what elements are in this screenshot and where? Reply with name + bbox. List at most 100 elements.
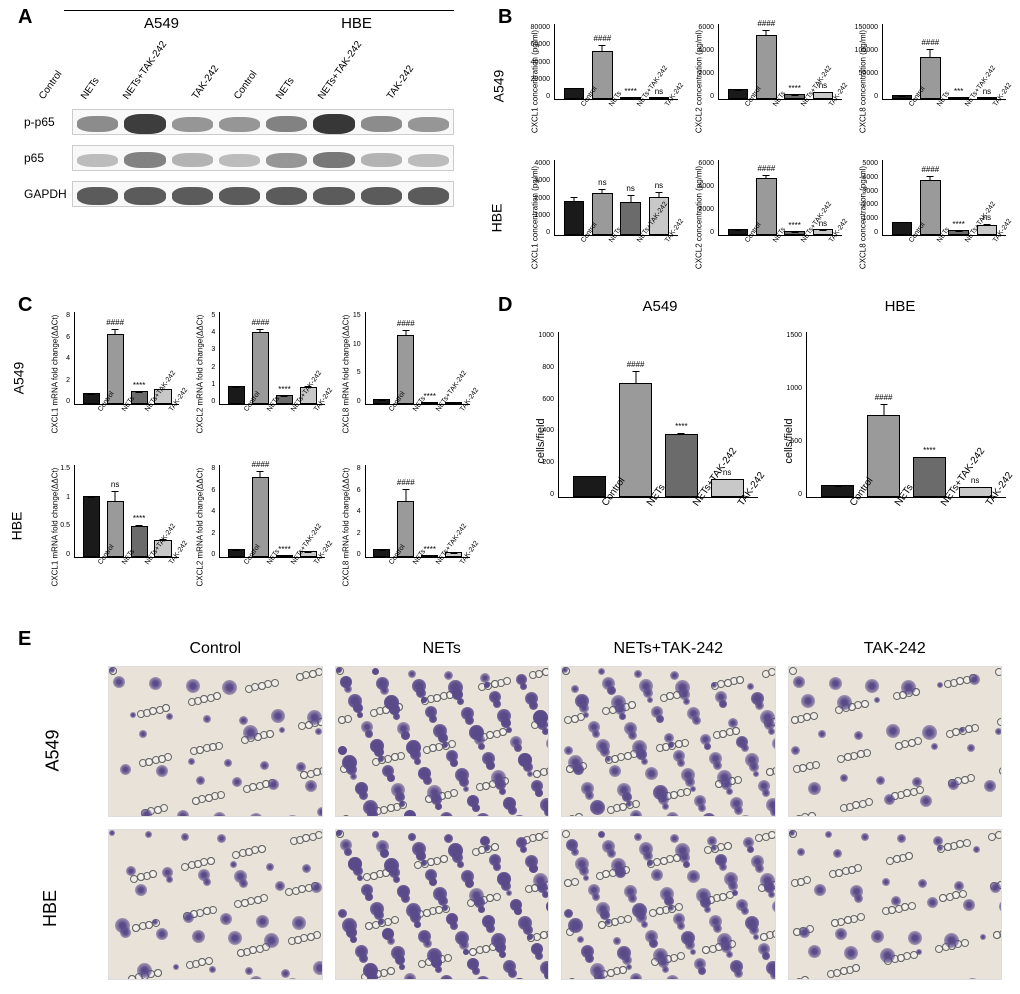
chart-plot-area: ####***ns xyxy=(882,24,1006,100)
x-tick-labels: ControlNETsNETs+TAK-242TAK-242 xyxy=(219,562,324,569)
stained-cell xyxy=(544,807,549,817)
stained-cell xyxy=(762,952,770,960)
bar xyxy=(728,89,748,99)
chart-plot-area: nsnsns xyxy=(554,160,678,236)
stained-cell xyxy=(120,764,131,775)
bar xyxy=(228,549,245,557)
chart-plot-area: ####****ns xyxy=(554,24,678,100)
stained-cell xyxy=(719,700,727,708)
stained-cell xyxy=(571,848,579,856)
stained-cell xyxy=(912,777,922,787)
stained-cell xyxy=(459,777,469,787)
chart-plot-area: ####****ns xyxy=(718,160,842,236)
bars-container: ####****ns xyxy=(559,332,758,497)
stained-cell xyxy=(719,863,727,871)
x-tick-label: TAK-242 xyxy=(664,104,670,108)
error-bar xyxy=(260,471,261,478)
stained-cell xyxy=(707,836,717,846)
bar xyxy=(83,393,100,405)
wb-target-label: p65 xyxy=(24,151,72,165)
stained-cell xyxy=(624,885,637,898)
stained-cell xyxy=(141,809,152,817)
x-tick-labels: ControlNETsNETs+TAK-242TAK-242 xyxy=(74,409,179,416)
x-tick-labels: ControlNETsNETs+TAK-242TAK-242 xyxy=(558,502,758,513)
stained-cell xyxy=(173,964,179,970)
stained-cell xyxy=(305,780,317,792)
bar: **** xyxy=(948,230,968,235)
stained-cell xyxy=(313,961,323,975)
x-tick-label: TAK-242 xyxy=(168,562,174,566)
stained-cell xyxy=(797,848,805,856)
stained-cell xyxy=(717,933,732,948)
y-axis-label: CXCL8 mRNA fold change(ΔΔCt) xyxy=(341,476,350,586)
stained-cell xyxy=(959,727,965,733)
significance-label: #### xyxy=(397,319,415,328)
bars-container: ####****ns xyxy=(719,24,842,99)
x-tick-label: Control xyxy=(600,502,609,508)
wb-band xyxy=(172,153,213,167)
significance-label: **** xyxy=(133,514,145,523)
stained-cell xyxy=(609,765,621,777)
stained-cell xyxy=(583,712,589,718)
x-tick-label: NETs+TAK-242 xyxy=(144,409,150,413)
micro-col-control: Control xyxy=(108,640,323,658)
panel-a-western-blot: A549 HBE Control NETs NETs+TAK-242 TAK-2… xyxy=(24,8,464,218)
stained-cell xyxy=(348,857,362,871)
wb-band xyxy=(361,116,402,132)
chart-plot-area: ####****ns xyxy=(882,160,1006,236)
x-tick-label: Control xyxy=(908,104,914,108)
x-tick-label: TAK-242 xyxy=(992,104,998,108)
wb-header-a549: A549 xyxy=(64,11,259,34)
bar-chart: 020000400006000080000CXCL1 concentration… xyxy=(524,12,682,142)
stained-cell xyxy=(348,694,362,708)
stained-cell xyxy=(421,860,427,866)
microscopy-image xyxy=(788,666,1003,817)
x-tick-label: Control xyxy=(744,240,750,244)
panel-letter-d: D xyxy=(498,294,512,317)
significance-label: **** xyxy=(675,422,687,431)
bar: **** xyxy=(784,94,804,99)
x-tick-label: NETs xyxy=(121,562,127,566)
significance-label: #### xyxy=(921,38,939,47)
stained-cell xyxy=(658,794,669,805)
bar xyxy=(373,399,390,404)
significance-label: #### xyxy=(397,478,415,487)
stained-cell xyxy=(814,884,826,896)
panel-c-row-label-a549: A549 xyxy=(10,362,26,395)
stained-cell xyxy=(425,706,437,718)
stained-cell xyxy=(135,884,147,896)
x-tick-label: Control xyxy=(243,409,249,413)
stained-cell xyxy=(457,861,464,868)
micro-row-hbe: HBE xyxy=(40,890,61,927)
stained-cell xyxy=(542,891,549,898)
x-tick-label: NETs xyxy=(412,562,418,566)
stained-cell xyxy=(410,912,421,923)
x-tick-label: TAK-242 xyxy=(313,562,319,566)
stained-cell xyxy=(579,866,589,876)
stained-cell xyxy=(764,882,775,893)
stained-cell xyxy=(408,833,416,841)
microscopy-image xyxy=(788,829,1003,980)
error-bar xyxy=(405,330,406,337)
error-bar xyxy=(986,224,987,225)
y-axis-label: CXCL2 mRNA fold change(ΔΔCt) xyxy=(196,476,205,586)
x-tick-label: TAK-242 xyxy=(736,502,745,508)
stained-cell xyxy=(713,761,722,770)
panel-b-row-label-a549: A549 xyxy=(490,70,506,103)
wb-target-label: p-p65 xyxy=(24,115,72,129)
x-tick-labels: ControlNETsNETs+TAK-242TAK-242 xyxy=(219,409,324,416)
stained-cell xyxy=(645,930,658,943)
stained-cell xyxy=(404,973,416,980)
stained-cell xyxy=(639,679,653,693)
stained-cell xyxy=(139,730,147,738)
wb-row-p65: p65 xyxy=(24,142,454,174)
stained-cell xyxy=(338,746,347,755)
x-tick-labels: ControlNETsNETs+TAK-242TAK-242 xyxy=(882,104,1006,111)
stained-cell xyxy=(497,709,511,723)
error-bar xyxy=(681,433,682,435)
stained-cell xyxy=(709,915,722,928)
stained-cell xyxy=(590,800,605,815)
wb-band xyxy=(172,117,213,132)
x-tick-label: Control xyxy=(388,409,394,413)
significance-label: **** xyxy=(788,221,800,230)
